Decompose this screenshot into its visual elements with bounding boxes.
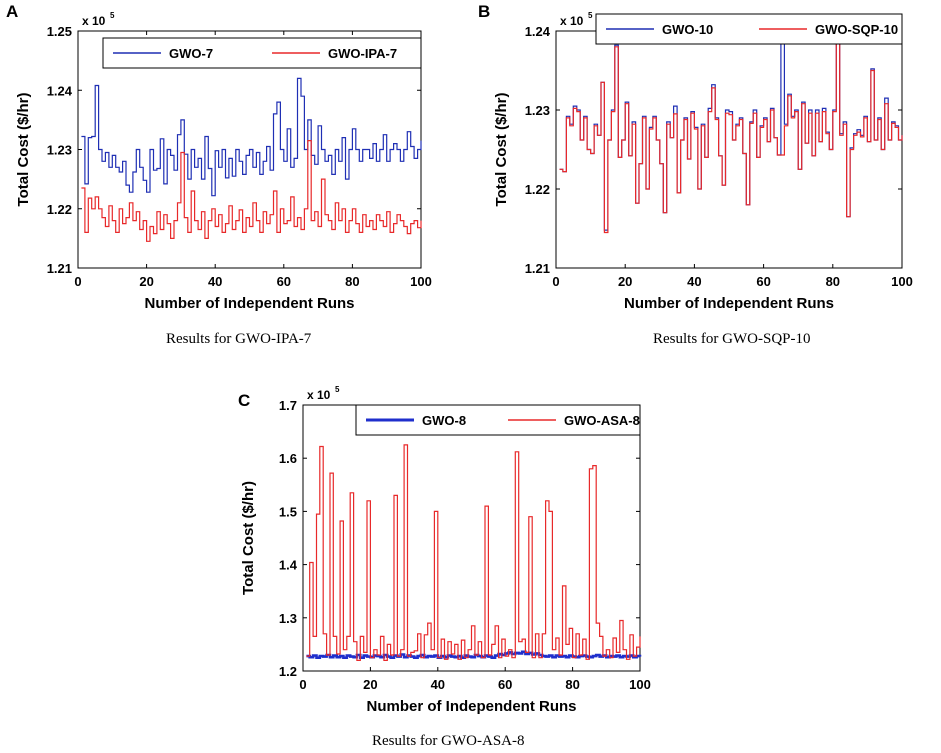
y-axis-label: Total Cost ($/hr) [15, 93, 32, 207]
chart-a: 0 20 40 60 80 100 1.21 1.22 1.23 1.24 1.25 x 10 5 Num… [15, 11, 432, 312]
y-tick-label: 1.3 [279, 611, 297, 626]
x-tick-label: 100 [629, 677, 651, 692]
caption: Results for GWO-IPA-7 [166, 331, 312, 347]
axis-multiplier-exponent: 5 [588, 11, 593, 20]
legend-label: GWO-IPA-7 [328, 46, 397, 61]
y-tick-label: 1.6 [279, 451, 297, 466]
y-tick-label: 1.21 [47, 261, 72, 276]
axis-multiplier: x 10 [82, 14, 106, 28]
x-tick-label: 60 [498, 677, 512, 692]
caption: Results for GWO-ASA-8 [372, 733, 525, 749]
y-tick-label: 1.22 [525, 182, 550, 197]
x-axis-label: Number of Independent Runs [145, 295, 355, 312]
panel-a: A 0 20 40 60 80 100 1.21 1.22 1.23 1.24 1.25 x 10 5 N… [0, 0, 470, 360]
y-tick-label: 1.24 [47, 83, 73, 98]
x-tick-label: 80 [345, 274, 359, 289]
x-tick-label: 40 [208, 274, 222, 289]
x-tick-label: 20 [363, 677, 377, 692]
y-tick-label: 1.5 [279, 504, 297, 519]
x-tick-label: 40 [687, 274, 701, 289]
x-tick-label: 0 [552, 274, 559, 289]
y-tick-label: 1.21 [525, 261, 550, 276]
x-tick-label: 80 [565, 677, 579, 692]
y-tick-label: 1.7 [279, 398, 297, 413]
x-tick-label: 0 [299, 677, 306, 692]
panel-label: C [238, 391, 251, 410]
chart-b: 0 20 40 60 80 100 1.21 1.22 1.23 1.24 x 10 5 Number … [493, 11, 913, 312]
axis-multiplier: x 10 [560, 14, 584, 28]
legend-label: GWO-7 [169, 46, 213, 61]
series-line-gwo-ipa-7 [81, 140, 422, 242]
y-tick-label: 1.2 [279, 664, 297, 679]
panel-b: B 0 20 40 60 80 100 1.21 1.22 1.23 1.24 x 10 5 Numbe… [470, 0, 941, 360]
x-tick-label: 20 [618, 274, 632, 289]
x-axis-label: Number of Independent Runs [624, 295, 834, 312]
x-tick-label: 100 [891, 274, 913, 289]
x-tick-label: 0 [74, 274, 81, 289]
caption: Results for GWO-SQP-10 [653, 331, 811, 347]
panel-label: A [6, 2, 19, 21]
y-tick-label: 1.23 [47, 143, 72, 158]
legend-label: GWO-SQP-10 [815, 22, 898, 37]
legend-label: GWO-10 [662, 22, 713, 37]
y-axis-label: Total Cost ($/hr) [240, 481, 257, 595]
axis-multiplier-exponent: 5 [335, 385, 340, 394]
x-axis-label: Number of Independent Runs [367, 698, 577, 715]
series-line-gwo-10 [559, 36, 903, 231]
x-tick-label: 60 [277, 274, 291, 289]
x-tick-label: 80 [826, 274, 840, 289]
x-tick-label: 40 [431, 677, 445, 692]
x-tick-label: 60 [756, 274, 770, 289]
panel-c: C 0 20 40 60 80 100 1.2 1.3 1.4 1.5 1.6 1.7 x 10 5 Num… [220, 385, 690, 753]
y-axis-label: Total Cost ($/hr) [493, 93, 510, 207]
axis-multiplier-exponent: 5 [110, 11, 115, 20]
series-line-gwo-7 [81, 77, 422, 197]
plot-area [555, 30, 903, 269]
x-tick-label: 20 [139, 274, 153, 289]
y-tick-label: 1.25 [47, 24, 72, 39]
legend-label: GWO-8 [422, 413, 466, 428]
series-line-gwo-sqp-10 [559, 41, 903, 234]
axis-multiplier: x 10 [307, 388, 331, 402]
x-tick-label: 100 [410, 274, 432, 289]
y-tick-label: 1.4 [279, 558, 298, 573]
series-line-gwo-asa-8 [306, 444, 641, 661]
chart-c: 0 20 40 60 80 100 1.2 1.3 1.4 1.5 1.6 1.7 x 10 5 Numbe… [240, 385, 651, 715]
legend-label: GWO-ASA-8 [564, 413, 640, 428]
y-tick-label: 1.23 [525, 103, 550, 118]
y-tick-label: 1.22 [47, 202, 72, 217]
y-tick-label: 1.24 [525, 24, 551, 39]
panel-label: B [478, 2, 491, 21]
